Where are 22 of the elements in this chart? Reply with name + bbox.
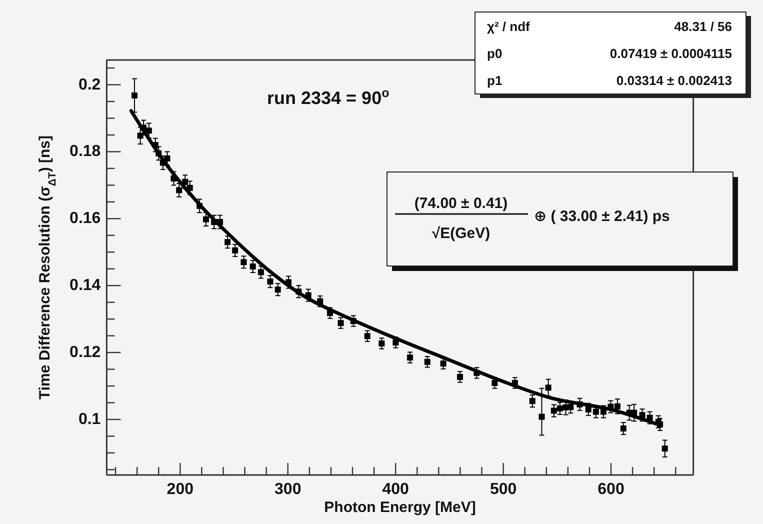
annotation: p0 xyxy=(487,46,502,61)
x-axis-title: Photon Energy [MeV] xyxy=(324,499,476,516)
y-tick-label: 0.18 xyxy=(70,143,101,160)
y-tick-label: 0.16 xyxy=(70,210,101,228)
y-tick-label: 0.1 xyxy=(78,410,101,428)
annotation: 0.07419 ± 0.0004115 xyxy=(610,46,732,61)
y-tick-label: 0.14 xyxy=(70,277,101,294)
x-tick-label: 500 xyxy=(490,481,517,498)
annotation: (74.00 ± 0.41) xyxy=(414,195,508,212)
y-tick-label: 0.12 xyxy=(70,344,101,362)
text: 48.31 / 56 xyxy=(674,19,732,34)
x-tick-label: 600 xyxy=(598,481,624,498)
annotation: p1 xyxy=(487,73,502,88)
annotation: √E(GeV) xyxy=(432,225,490,242)
x-tick-label: 300 xyxy=(274,481,302,498)
text: χ² / ndf xyxy=(487,19,530,34)
annotation: 0.03314 ± 0.002413 xyxy=(616,73,732,88)
x-tick-label: 200 xyxy=(166,481,194,498)
annotation: run 2334 = 90$^{o}$ xyxy=(267,86,390,108)
annotation: ⊕ ( 33.00 ± 2.41) ps xyxy=(534,208,670,225)
x-tick-label: 400 xyxy=(382,481,410,498)
y-tick-label: 0.2 xyxy=(78,76,101,94)
